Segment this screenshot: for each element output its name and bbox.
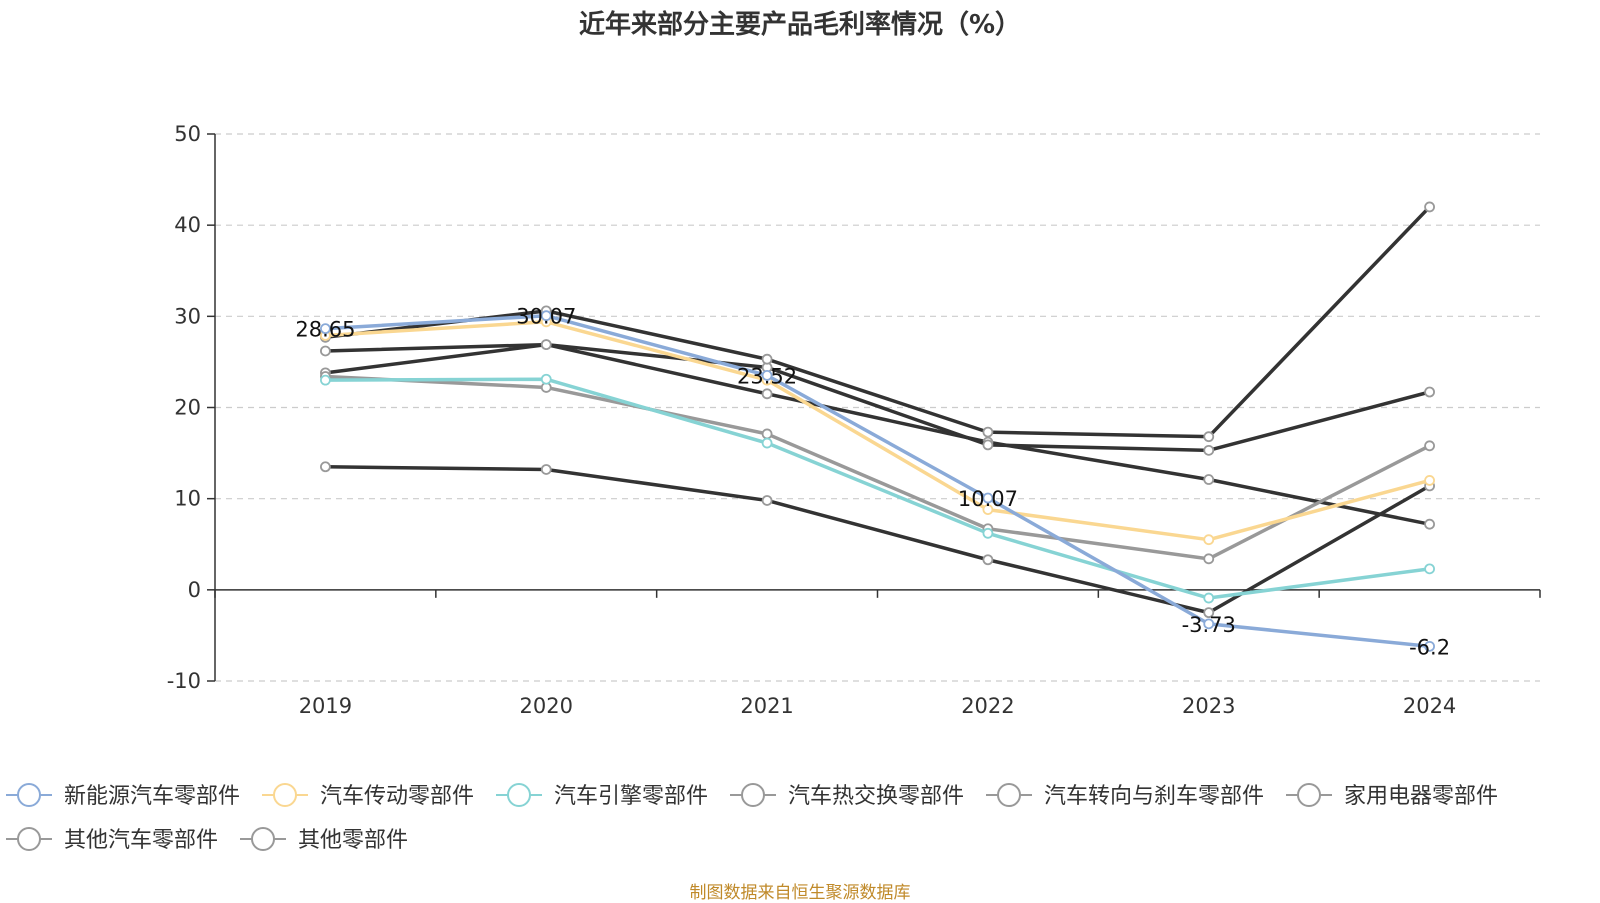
data-point[interactable] [761,437,773,449]
y-tick-label: 30 [174,304,201,328]
series-1 [320,310,1435,652]
data-label: -3.73 [1182,613,1236,637]
x-tick-label: 2021 [740,694,793,718]
series-line [325,342,1430,526]
y-tick-label: 40 [174,213,201,237]
data-point[interactable] [1424,640,1435,652]
data-point[interactable] [761,353,773,365]
data-point[interactable] [1424,440,1435,452]
data-point[interactable] [1203,534,1215,546]
source-note: 制图数据来自恒生聚源数据库 [689,883,911,903]
data-point[interactable] [761,495,773,506]
data-point[interactable] [1203,592,1215,604]
legend: 新能源汽车零部件 汽车传动零部件 汽车引擎零部件 汽车热交换零部件 汽车转向与刹车零部件… [6,783,1498,853]
legend-item[interactable]: 家用电器零部件 [1286,783,1498,809]
data-point[interactable] [540,310,552,322]
data-point[interactable] [761,370,773,381]
data-point[interactable] [1203,431,1215,443]
x-tick-label: 2020 [520,694,573,718]
y-tick-label: 10 [174,487,201,511]
legend-item[interactable]: 其他零部件 [240,827,408,853]
legend-marker [17,827,41,851]
legend-label: 新能源汽车零部件 [64,784,240,809]
legend-label: 汽车传动零部件 [320,784,474,809]
series-layer [320,201,1435,652]
data-labels: 28.65 30.07 23.52 10.07 -3.73 -6.2 [295,305,1450,660]
data-point[interactable] [982,504,994,516]
data-point[interactable] [320,374,331,386]
legend-marker [507,783,532,807]
data-point[interactable] [1203,474,1215,485]
data-point[interactable] [1203,607,1215,619]
series-2 [320,316,1435,546]
data-point[interactable] [540,464,552,475]
legend-label: 汽车引擎零部件 [554,784,708,809]
data-point[interactable] [982,426,994,438]
legend-marker [251,827,276,851]
data-point[interactable] [320,461,331,473]
series-line [325,313,1430,649]
legend-label: 其他汽车零部件 [64,828,218,853]
legend-item[interactable]: 新能源汽车零部件 [6,783,240,809]
x-tick-label: 2022 [961,694,1014,718]
y-tick-label: -10 [167,669,201,693]
data-label: -6.2 [1409,635,1450,659]
data-label: 30.07 [516,305,576,329]
data-point[interactable] [1203,618,1215,630]
axes: -10 0 10 20 30 40 50 2019 2020 2021 2022 2023 2024 [167,122,1541,718]
legend-item[interactable]: 汽车热交换零部件 [730,783,964,809]
chart-title: 近年来部分主要产品毛利率情况（%） [578,10,1022,40]
legend-item[interactable]: 汽车转向与刹车零部件 [986,783,1264,809]
legend-marker [997,783,1022,807]
data-point[interactable] [540,373,552,385]
series-line [325,342,1431,453]
legend-marker [741,783,766,807]
data-point[interactable] [982,439,994,451]
data-point[interactable] [1424,563,1435,575]
y-tick-label: 20 [174,396,201,420]
legend-item[interactable]: 汽车引擎零部件 [496,783,708,809]
data-point[interactable] [1424,475,1435,486]
data-point[interactable] [540,339,552,350]
y-tick-label: 50 [174,122,201,146]
series-3 [320,373,1435,604]
series-line [325,205,1431,439]
data-point[interactable] [982,527,994,539]
data-point[interactable] [1203,553,1215,565]
series-line [325,320,1431,542]
data-label: 28.65 [295,318,355,342]
legend-label: 汽车热交换零部件 [788,784,964,809]
data-point[interactable] [320,323,331,335]
legend-label: 汽车转向与刹车零部件 [1044,784,1264,809]
data-point[interactable] [1424,386,1435,398]
data-point[interactable] [982,554,994,566]
legend-marker [17,783,41,807]
legend-label: 家用电器零部件 [1344,784,1498,809]
legend-marker [273,783,298,807]
data-point[interactable] [1424,201,1435,213]
data-label: 23.52 [737,364,797,388]
x-tick-label: 2019 [299,694,352,718]
data-point[interactable] [320,345,331,357]
data-point[interactable] [761,428,773,440]
series-6 [320,339,1435,456]
legend-item[interactable]: 汽车传动零部件 [262,783,474,809]
x-tick-label: 2023 [1182,694,1235,718]
series-line [325,374,1431,561]
data-point[interactable] [1424,518,1435,530]
y-tick-label: 0 [188,578,201,602]
legend-label: 其他零部件 [298,828,408,853]
data-label: 10.07 [958,487,1018,511]
data-point[interactable] [761,388,773,400]
data-point[interactable] [982,492,994,504]
series-line [325,377,1430,600]
x-tick-label: 2024 [1403,694,1456,718]
legend-item[interactable]: 其他汽车零部件 [6,827,218,853]
data-point[interactable] [1203,444,1215,456]
legend-marker [1297,783,1322,807]
